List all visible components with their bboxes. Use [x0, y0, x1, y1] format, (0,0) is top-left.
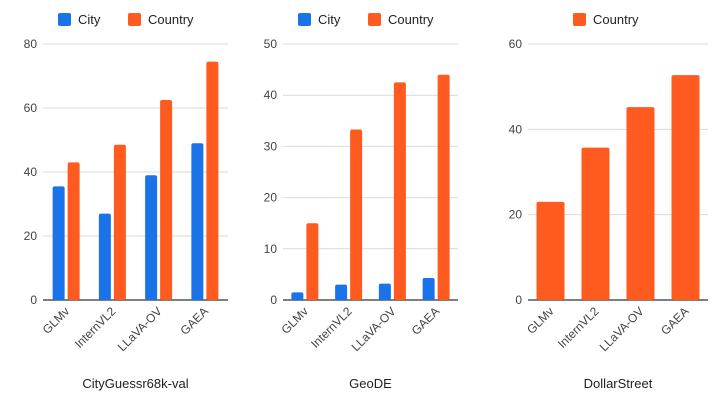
y-tick-label: 0: [270, 293, 277, 307]
legend-label-city: City: [318, 12, 341, 27]
bar-city-llava-ov: [145, 175, 158, 300]
bar-country-llava-ov: [393, 82, 406, 301]
bar-country-internvl2: [113, 144, 126, 300]
bar-country-glmv: [536, 201, 565, 300]
y-tick-label: 20: [509, 208, 523, 222]
y-tick-label: 60: [509, 37, 523, 51]
legend-swatch-city: [58, 13, 71, 26]
y-tick-label: 40: [509, 122, 523, 136]
bar-city-internvl2: [335, 284, 348, 300]
y-tick-label: 40: [24, 165, 38, 179]
bar-city-glmv: [291, 292, 304, 300]
y-tick-label: 20: [24, 229, 38, 243]
legend-swatch-country: [573, 13, 586, 26]
bar-country-internvl2: [350, 129, 363, 300]
y-tick-label: 30: [264, 139, 278, 153]
legend-swatch-country: [128, 13, 141, 26]
y-tick-label: 0: [515, 293, 522, 307]
legend-label-country: Country: [148, 12, 194, 27]
x-tick-label: GLMv: [40, 304, 73, 337]
bar-city-gaea: [422, 277, 435, 300]
x-tick-label: LLaVA-OV: [349, 304, 399, 354]
x-tick-label: LLaVA-OV: [115, 304, 165, 354]
bar-city-internvl2: [98, 213, 111, 300]
x-tick-label: GAEA: [178, 304, 211, 337]
x-tick-label: GLMv: [278, 304, 311, 337]
bar-city-llava-ov: [378, 283, 391, 300]
bar-country-llava-ov: [160, 100, 173, 300]
x-axis-title: CityGuessr68k-val: [82, 376, 188, 391]
y-tick-label: 60: [24, 101, 38, 115]
y-tick-label: 80: [24, 37, 38, 51]
bar-country-gaea: [671, 75, 700, 300]
x-tick-label: InternVL2: [72, 304, 119, 351]
x-axis-title: GeoDE: [349, 376, 392, 391]
x-axis-title: DollarStreet: [584, 376, 653, 391]
bar-country-internvl2: [581, 147, 610, 300]
legend-swatch-city: [298, 13, 311, 26]
y-tick-label: 40: [264, 88, 278, 102]
x-tick-label: GLMv: [524, 304, 557, 337]
legend-label-country: Country: [388, 12, 434, 27]
bar-country-glmv: [306, 223, 319, 300]
legend-swatch-country: [368, 13, 381, 26]
bar-city-glmv: [52, 186, 65, 300]
x-tick-label: GAEA: [409, 304, 442, 337]
y-tick-label: 10: [264, 242, 278, 256]
y-tick-label: 0: [30, 293, 37, 307]
legend-label-country: Country: [593, 12, 639, 27]
bar-country-glmv: [67, 162, 80, 300]
bar-city-gaea: [191, 143, 204, 300]
x-tick-label: LLaVA-OV: [597, 304, 647, 354]
y-tick-label: 20: [264, 191, 278, 205]
x-tick-label: InternVL2: [555, 304, 602, 351]
bar-country-gaea: [437, 74, 450, 300]
x-tick-label: GAEA: [658, 304, 691, 337]
legend-label-city: City: [78, 12, 101, 27]
bar-country-gaea: [206, 61, 219, 300]
bar-country-llava-ov: [626, 107, 655, 300]
y-tick-label: 50: [264, 37, 278, 51]
